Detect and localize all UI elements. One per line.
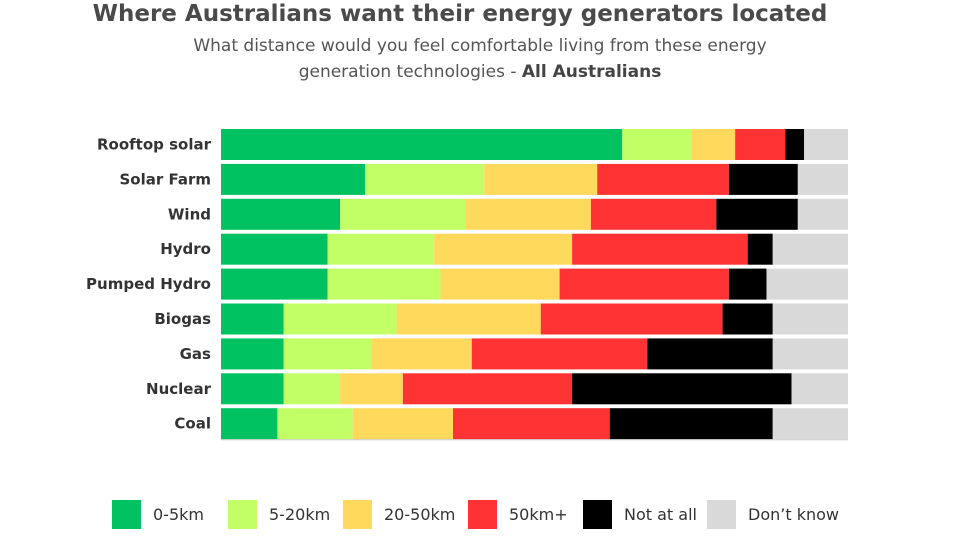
legend-label: 5-20km [269, 504, 331, 524]
bar-segment-wind-2 [465, 198, 591, 230]
bar-segment-biogas-2 [396, 303, 541, 335]
bar-segment-hydro-4 [747, 233, 773, 265]
legend-item: 0-5km [112, 498, 204, 530]
bar-segment-wind-0 [221, 198, 341, 230]
subtitle-line-2: generation technologies - All Australian… [298, 62, 662, 82]
legend-label: 0-5km [153, 504, 204, 524]
legend-swatch [583, 499, 612, 529]
bar-segment-rooftop-solar-4 [785, 129, 805, 160]
category-label: Rooftop solar [97, 136, 212, 154]
legend-swatch [343, 499, 372, 529]
category-label: Pumped Hydro [86, 275, 211, 293]
subtitle-line-1: What distance would you feel comfortable… [193, 36, 767, 56]
bar-segment-nuclear-4 [572, 373, 792, 405]
bar-segment-biogas-4 [722, 303, 773, 335]
bar-segment-rooftop-solar-3 [735, 129, 786, 160]
bar-segment-coal-0 [221, 408, 278, 440]
category-label: Solar Farm [119, 170, 211, 188]
legend-label: 50km+ [509, 504, 568, 524]
legend-item: Not at all [583, 498, 697, 530]
bar-segment-solar-farm-2 [484, 163, 598, 195]
bar-segment-gas-4 [647, 338, 773, 370]
subtitle-bold: All Australians [521, 62, 662, 82]
bar-segment-pumped-hydro-0 [221, 268, 328, 300]
legend-swatch [707, 499, 736, 529]
bar-segment-coal-4 [609, 408, 773, 440]
legend-item: 5-20km [228, 498, 330, 530]
bar-segment-solar-farm-0 [221, 163, 366, 195]
chart-subtitle: What distance would you feel comfortable… [0, 33, 960, 85]
bar-segment-pumped-hydro-3 [559, 268, 729, 300]
bar-segment-nuclear-1 [283, 373, 341, 405]
legend-item: 20-50km [343, 498, 455, 530]
bar-segment-hydro-0 [221, 233, 328, 265]
bar-segment-gas-0 [221, 338, 284, 370]
category-label: Wind [168, 205, 211, 223]
bar-segment-coal-2 [352, 408, 453, 440]
bar-segment-rooftop-solar-5 [804, 129, 848, 160]
bar-segment-hydro-1 [327, 233, 435, 265]
bar-segment-pumped-hydro-4 [728, 268, 767, 300]
bar-segment-pumped-hydro-2 [440, 268, 560, 300]
category-label: Biogas [154, 310, 211, 328]
bar-segment-pumped-hydro-5 [766, 268, 848, 300]
bar-segment-gas-2 [371, 338, 472, 370]
bar-segment-solar-farm-5 [797, 163, 848, 195]
category-label: Gas [180, 345, 211, 363]
bar-segment-hydro-5 [772, 233, 848, 265]
bar-segment-biogas-0 [221, 303, 284, 335]
bar-segment-rooftop-solar-1 [622, 129, 692, 160]
bar-segment-coal-3 [452, 408, 610, 440]
legend-label: Don’t know [748, 504, 839, 524]
category-label: Nuclear [146, 380, 212, 398]
bar-segment-hydro-2 [434, 233, 573, 265]
legend-item: Don’t know [707, 498, 839, 530]
chart-title: Where Australians want their energy gene… [92, 1, 828, 27]
bar-segment-biogas-3 [540, 303, 723, 335]
bar-segment-biogas-5 [772, 303, 848, 335]
bar-segment-hydro-3 [572, 233, 748, 265]
bar-segment-pumped-hydro-1 [327, 268, 441, 300]
bar-segment-nuclear-2 [340, 373, 403, 405]
bar-segment-rooftop-solar-0 [221, 129, 623, 160]
bar-segment-rooftop-solar-2 [691, 129, 736, 160]
legend-swatch [468, 499, 497, 529]
bar-segment-solar-farm-3 [597, 163, 729, 195]
bar-segment-gas-3 [471, 338, 648, 370]
category-label: Hydro [160, 240, 211, 258]
bar-segment-biogas-1 [283, 303, 397, 335]
bar-segment-solar-farm-4 [728, 163, 798, 195]
bar-segment-gas-5 [772, 338, 848, 370]
legend-swatch [112, 499, 141, 529]
legend: 0-5km 5-20km 20-50km 50km+ Not at all Don’t k… [0, 498, 960, 530]
bar-segment-coal-1 [277, 408, 353, 440]
bar-segment-nuclear-0 [221, 373, 284, 405]
bar-segment-wind-1 [340, 198, 466, 230]
legend-label: Not at all [624, 504, 697, 524]
bar-segment-solar-farm-1 [365, 163, 485, 195]
legend-item: 50km+ [468, 498, 568, 530]
bar-segment-gas-1 [283, 338, 372, 370]
bar-segment-wind-3 [590, 198, 717, 230]
bar-segment-wind-5 [797, 198, 848, 230]
bar-segment-nuclear-5 [791, 373, 848, 405]
legend-swatch [228, 499, 257, 529]
legend-label: 20-50km [384, 504, 456, 524]
category-label: Coal [174, 415, 211, 433]
bar-segment-coal-5 [772, 408, 848, 440]
bar-segment-nuclear-3 [402, 373, 573, 405]
bar-segment-wind-4 [716, 198, 798, 230]
